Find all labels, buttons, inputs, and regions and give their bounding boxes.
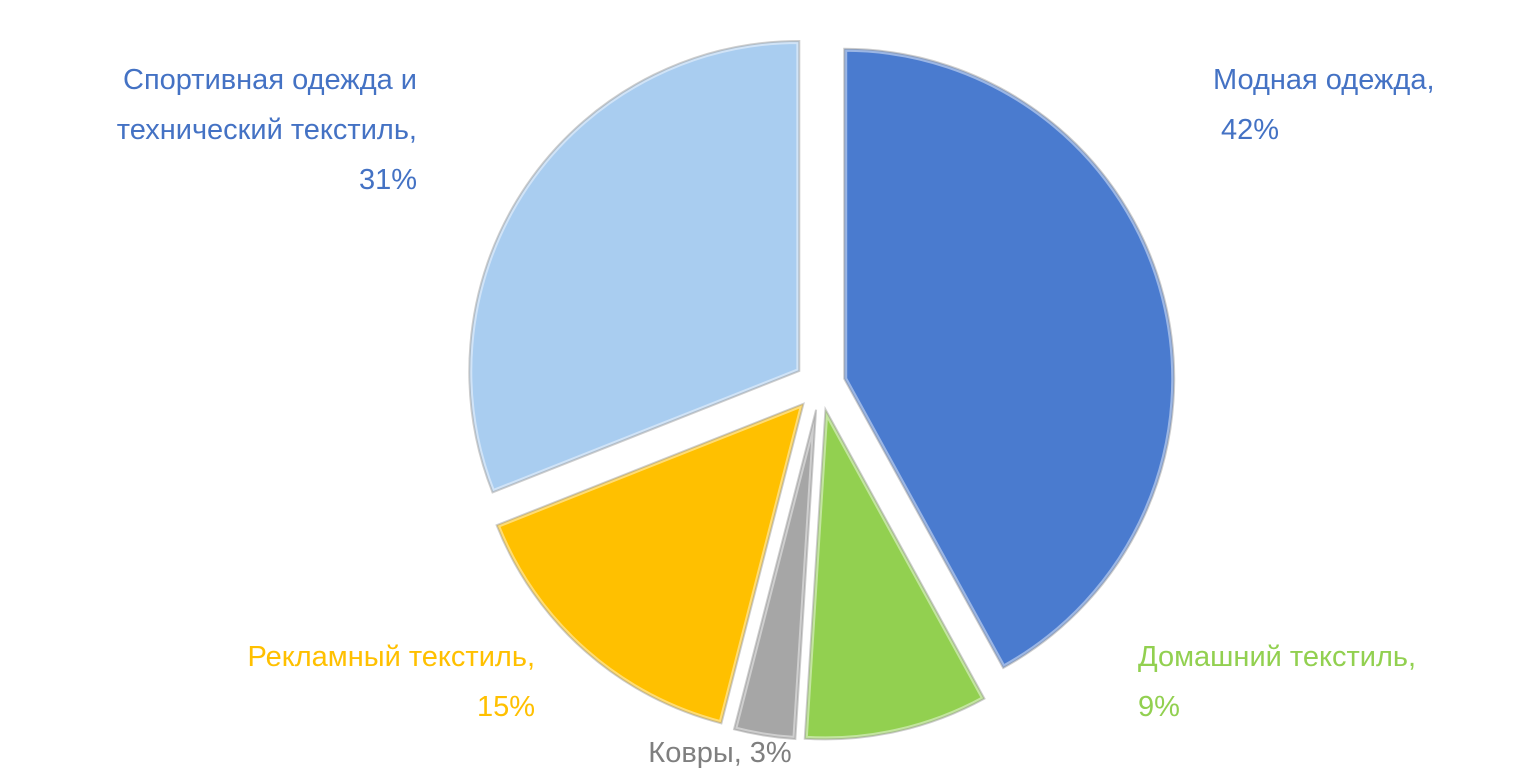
slice-bevel	[492, 398, 808, 728]
category-label: Модная одежда,	[1213, 64, 1435, 96]
pie-slice	[732, 409, 818, 741]
slice-bevel	[801, 398, 989, 743]
value-label: 9%	[1138, 691, 1180, 723]
pie-slice	[843, 47, 1176, 670]
pie-slice	[468, 39, 801, 494]
slice-label: Модная одежда, 42%	[1213, 55, 1522, 155]
slice-label: Спортивная одежда и технический текстиль…	[17, 55, 417, 205]
slice-label: Ковры, 3%	[560, 728, 880, 778]
category-label: Спортивная одежда и технический текстиль…	[116, 64, 417, 146]
pie-slice	[803, 405, 986, 741]
slice-label: Рекламный текстиль, 15%	[135, 632, 535, 732]
value-label: 3%	[749, 737, 792, 769]
slice-label: Домашний текстиль, 9%	[1138, 632, 1522, 732]
slice-bevel	[730, 408, 820, 743]
category-label: Домашний текстиль,	[1138, 641, 1417, 673]
slice-bevel	[841, 45, 1178, 673]
value-label: 42%	[1221, 114, 1280, 146]
value-label: 15%	[476, 691, 535, 723]
value-label: 31%	[358, 164, 417, 196]
category-label: Ковры,	[648, 737, 742, 769]
category-label: Рекламный текстиль,	[247, 641, 535, 673]
slice-bevel	[466, 37, 803, 497]
pie-slice	[495, 402, 805, 725]
